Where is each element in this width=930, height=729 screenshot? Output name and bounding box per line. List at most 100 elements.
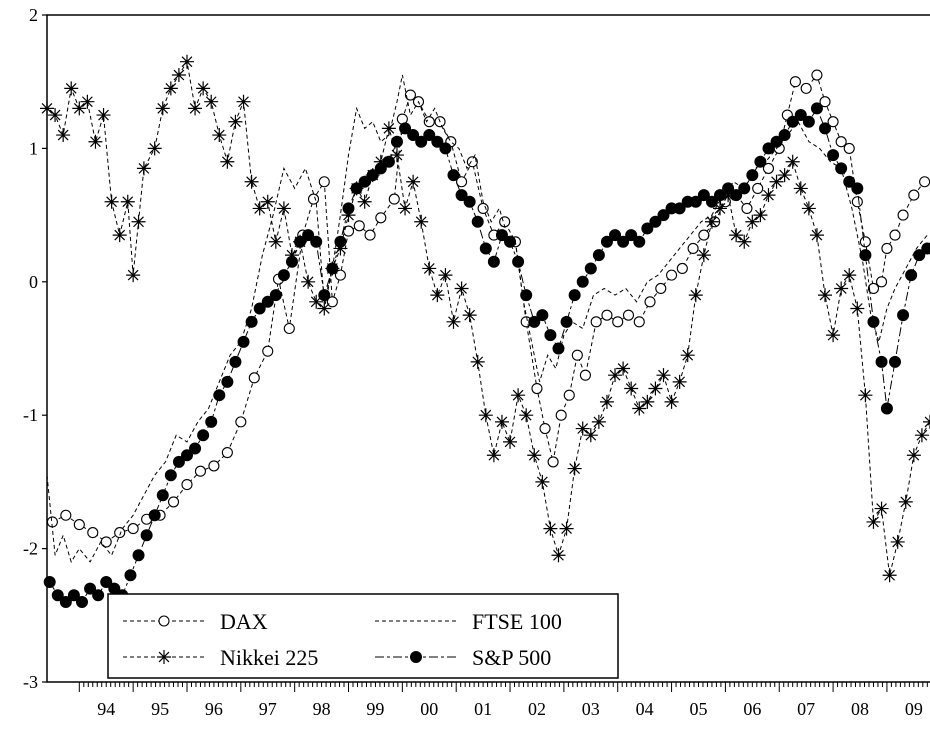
data-point — [753, 208, 768, 223]
data-point — [318, 289, 331, 302]
data-point — [793, 181, 808, 196]
series-line — [52, 73, 925, 543]
data-point — [494, 414, 509, 429]
data-point — [810, 102, 823, 115]
data-point — [284, 248, 299, 263]
data-point — [644, 296, 656, 308]
x-tick-label: 06 — [743, 699, 761, 719]
data-point — [244, 174, 259, 189]
data-point — [462, 308, 477, 323]
data-point — [576, 275, 589, 288]
series-layer — [40, 54, 930, 608]
data-point — [688, 288, 703, 303]
data-point — [253, 302, 266, 315]
data-point — [657, 209, 670, 222]
data-point — [172, 455, 185, 468]
series-line — [49, 107, 928, 603]
data-point — [592, 249, 605, 262]
data-point — [479, 242, 492, 255]
y-tick-label: -1 — [23, 405, 38, 425]
data-point — [881, 242, 893, 254]
data-point — [463, 195, 476, 208]
legend-marker — [410, 651, 422, 663]
data-point — [423, 129, 436, 142]
series-ftse-100 — [46, 74, 928, 564]
data-point — [285, 255, 298, 268]
data-point — [786, 115, 799, 128]
data-point — [96, 108, 111, 123]
data-point — [455, 189, 468, 202]
data-point — [80, 94, 95, 109]
data-point — [350, 182, 363, 195]
data-point — [889, 355, 902, 368]
data-point — [446, 314, 461, 329]
x-tick-label: 96 — [205, 699, 223, 719]
data-point — [471, 215, 484, 228]
data-point — [423, 116, 435, 128]
series-nikkei-225 — [40, 54, 930, 583]
data-point — [399, 122, 412, 135]
data-point — [890, 534, 905, 549]
x-tick-label: 05 — [689, 699, 707, 719]
data-point — [252, 201, 267, 216]
data-point — [132, 549, 145, 562]
x-tick-label: 00 — [420, 699, 438, 719]
data-point — [866, 514, 881, 529]
data-point — [656, 368, 671, 383]
data-point — [262, 345, 274, 357]
data-point — [156, 489, 169, 502]
data-point — [213, 389, 226, 402]
data-point — [188, 101, 203, 116]
data-point — [357, 194, 372, 209]
data-point — [819, 96, 831, 108]
data-point — [721, 188, 736, 203]
data-point — [487, 255, 500, 268]
data-point — [777, 168, 792, 183]
data-point — [551, 548, 566, 563]
data-point — [326, 296, 338, 308]
data-point — [923, 414, 930, 429]
data-point — [905, 269, 918, 282]
data-point — [181, 479, 193, 491]
data-point — [75, 595, 88, 608]
data-point — [72, 101, 87, 116]
data-point — [769, 174, 784, 189]
data-point — [375, 212, 387, 224]
y-tick-label: 2 — [29, 5, 38, 25]
data-point — [415, 135, 428, 148]
data-point — [713, 201, 728, 216]
data-point — [591, 414, 606, 429]
data-point — [388, 193, 400, 205]
data-point — [664, 394, 679, 409]
data-point — [827, 116, 839, 128]
y-tick-label: 0 — [29, 272, 38, 292]
data-point — [373, 154, 388, 169]
data-point — [341, 208, 356, 223]
data-point — [622, 309, 635, 321]
data-point — [835, 162, 848, 175]
legend-item: FTSE 100 — [375, 609, 562, 634]
data-point — [326, 262, 339, 275]
data-point — [612, 316, 624, 328]
data-point — [600, 235, 613, 248]
legend-label: S&P 500 — [472, 645, 551, 670]
data-point — [334, 235, 347, 248]
data-point — [729, 228, 744, 243]
x-tick-label: 08 — [851, 699, 869, 719]
data-point — [745, 214, 760, 229]
data-point — [741, 202, 753, 214]
data-point — [818, 288, 833, 303]
axes-layer: 2 1 0 -1 -2 -3 94 95 96 97 98 99 00 01 02 03 04 05 06 07 08 0… — [23, 5, 930, 719]
data-point — [237, 335, 250, 348]
data-point — [559, 521, 574, 536]
data-point — [431, 135, 444, 148]
data-point — [914, 428, 929, 443]
data-point — [92, 589, 105, 602]
data-point — [689, 195, 702, 208]
data-point — [205, 415, 218, 428]
data-point — [875, 355, 888, 368]
data-point — [641, 222, 654, 235]
data-point — [235, 416, 247, 428]
data-point — [478, 408, 493, 423]
data-point — [406, 174, 421, 189]
